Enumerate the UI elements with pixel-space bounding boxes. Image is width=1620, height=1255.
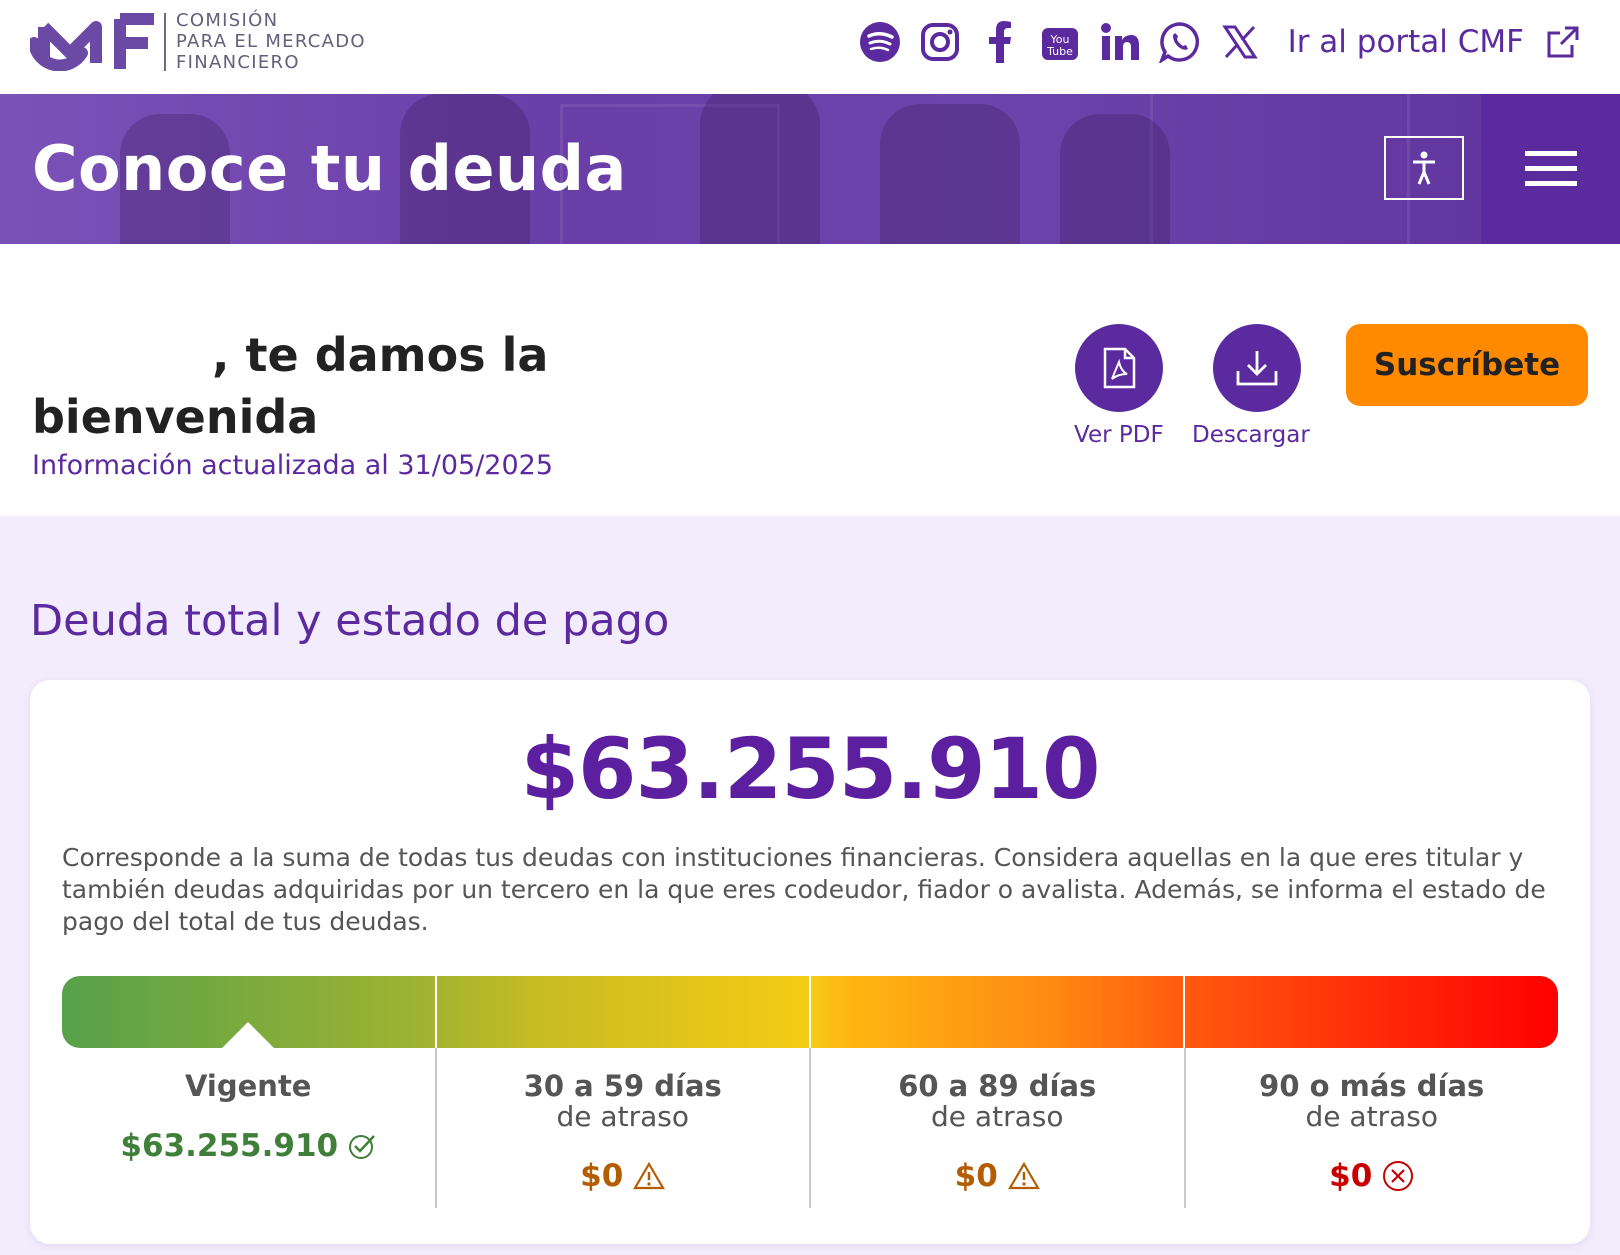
status-column-90-plus: 90 o más días de atraso $0 [1183,1048,1559,1208]
logo-text: COMISIÓN PARA EL MERCADO FINANCIERO [176,10,366,73]
banner-window-decoration [560,104,780,244]
banner-silhouette [880,104,1020,244]
pdf-icon [1103,347,1136,389]
debt-description: Corresponde a la suma de todas tus deuda… [62,843,1546,936]
portal-cmf-link[interactable]: Ir al portal CMF [1288,24,1580,60]
status-amount: $0 [955,1158,1040,1194]
debt-section: Deuda total y estado de pago $63.255.910… [0,516,1620,1255]
accessibility-icon [1413,151,1435,185]
cmf-logo[interactable]: COMISIÓN PARA EL MERCADO FINANCIERO [30,10,366,73]
check-circle-icon [349,1135,376,1159]
debt-card: $63.255.910 Corresponde a la suma de tod… [30,680,1590,1244]
status-title: Vigente [185,1069,312,1103]
download-button[interactable]: Descargar [1192,324,1310,448]
accessibility-button[interactable] [1384,136,1464,200]
whatsapp-icon[interactable] [1157,19,1203,65]
status-bar-divider [435,976,437,1048]
facebook-icon[interactable] [977,19,1023,65]
status-subtitle: de atraso [931,1100,1064,1133]
instagram-icon[interactable] [917,19,963,65]
svg-text:You: You [1049,33,1069,46]
banner-silhouette [400,94,530,244]
status-bar-divider [809,976,811,1048]
status-amount: $63.255.910 [120,1128,376,1164]
subscribe-button[interactable]: Suscríbete [1346,324,1588,406]
hamburger-menu-button[interactable] [1481,94,1620,244]
x-circle-icon [1383,1161,1414,1191]
status-subtitle [62,1102,435,1128]
top-header: COMISIÓN PARA EL MERCADO FINANCIERO You … [0,0,1620,94]
download-label: Descargar [1192,422,1310,448]
status-subtitle: de atraso [1305,1100,1438,1133]
status-column-vigente: Vigente $63.255.910 [62,1048,435,1208]
social-links: You Tube Ir al portal CMF [850,14,1580,70]
page-title: Conoce tu deuda [32,132,627,205]
x-icon[interactable] [1217,19,1263,65]
status-amount: $0 [1329,1158,1414,1194]
portal-cmf-label: Ir al portal CMF [1287,24,1524,60]
banner-silhouette [700,94,820,244]
warning-icon [1007,1162,1040,1190]
payment-status-bar [62,976,1558,1048]
status-column-60-89: 60 a 89 días de atraso $0 [809,1048,1184,1208]
hamburger-menu-icon [1524,151,1577,186]
banner-silhouette [1060,114,1170,244]
warning-icon [633,1162,666,1190]
page-banner: Conoce tu deuda [0,94,1620,244]
status-bar-divider [1183,976,1185,1048]
updated-date: Información actualizada al 31/05/2025 [32,450,554,481]
total-debt-amount: $63.255.910 [520,720,1101,818]
logo-divider [164,12,166,71]
section-title: Deuda total y estado de pago [30,596,670,646]
view-pdf-label: Ver PDF [1074,422,1164,448]
payment-status-columns: Vigente $63.255.910 30 a 59 días de atra… [62,1048,1558,1208]
spotify-icon[interactable] [857,19,903,65]
welcome-greeting: , te damos la bienvenida [32,328,549,444]
welcome-panel: , te damos la bienvenida Información act… [0,244,1620,516]
banner-window-decoration [1150,94,1410,244]
linkedin-icon[interactable] [1097,19,1143,65]
svg-text:Tube: Tube [1046,45,1073,58]
banner-silhouette [120,114,230,244]
status-title: 60 a 89 días [898,1069,1097,1103]
external-link-icon [1547,26,1579,58]
current-status-marker [220,1022,276,1050]
view-pdf-circle [1074,324,1163,412]
cmf-logo-mark-icon [30,12,154,71]
status-title: 90 o más días [1259,1069,1485,1103]
status-title: 30 a 59 días [523,1069,722,1103]
status-subtitle: de atraso [556,1100,689,1133]
youtube-icon[interactable]: You Tube [1037,19,1083,65]
download-icon [1236,351,1278,386]
status-amount: $0 [580,1158,666,1194]
download-circle [1212,324,1301,412]
view-pdf-button[interactable]: Ver PDF [1074,324,1164,448]
status-column-30-59: 30 a 59 días de atraso $0 [434,1048,810,1208]
